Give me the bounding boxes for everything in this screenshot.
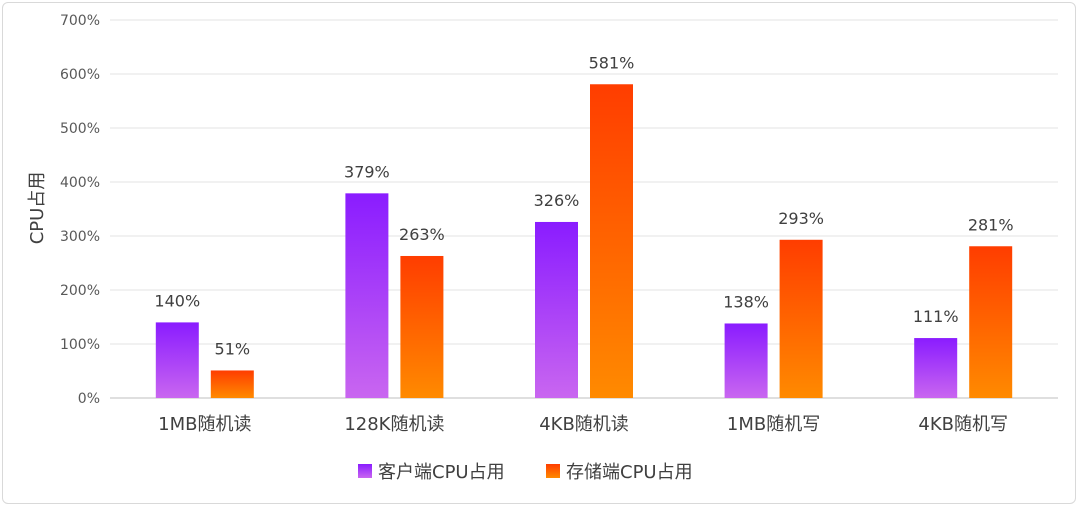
bar-client <box>724 323 768 398</box>
data-label: 293% <box>778 209 824 228</box>
y-axis-title: CPU占用 <box>27 172 48 245</box>
y-tick-label: 500% <box>60 121 100 137</box>
data-labels: 140% 51% 379% 263% 326% 581% 138% 293% 111% 281% <box>154 53 1013 358</box>
data-label: 581% <box>589 53 635 72</box>
x-category-label: 4KB随机读 <box>539 414 629 435</box>
legend-label-storage: 存储端CPU占用 <box>566 462 693 483</box>
y-tick-label: 700% <box>60 13 100 29</box>
bar-storage <box>969 246 1013 398</box>
legend-swatch-client <box>358 464 372 478</box>
data-label: 379% <box>344 162 390 181</box>
y-tick-label: 100% <box>60 337 100 353</box>
data-label: 51% <box>215 339 251 358</box>
data-label: 326% <box>534 191 580 210</box>
data-label: 140% <box>154 291 200 310</box>
x-category-label: 1MB随机读 <box>158 414 251 435</box>
bar-storage <box>400 255 444 398</box>
data-label: 138% <box>723 292 769 311</box>
x-category-label: 128K随机读 <box>344 414 444 435</box>
y-tick-label: 600% <box>60 67 100 83</box>
x-axis-categories: 1MB随机读 128K随机读 4KB随机读 1MB随机写 4KB随机写 <box>158 414 1008 435</box>
bar-storage <box>779 239 823 398</box>
bar-client <box>535 221 578 398</box>
x-category-label: 4KB随机写 <box>918 414 1008 435</box>
data-label: 111% <box>913 307 959 326</box>
legend-swatch-storage <box>546 464 560 478</box>
bar-client <box>155 322 199 398</box>
bar-storage <box>590 84 633 398</box>
y-tick-label: 400% <box>60 175 100 191</box>
y-tick-label: 0% <box>78 391 100 407</box>
y-axis-ticks: 0% 100% 200% 300% 400% 500% 600% 700% <box>60 13 100 407</box>
bar-client <box>914 338 958 398</box>
legend-label-client: 客户端CPU占用 <box>378 462 505 483</box>
bar-storage <box>210 370 254 398</box>
data-label: 263% <box>399 225 445 244</box>
bars <box>155 84 1013 398</box>
legend: 客户端CPU占用 存储端CPU占用 <box>358 462 693 483</box>
x-category-label: 1MB随机写 <box>727 414 820 435</box>
gridlines <box>110 19 1058 399</box>
bar-client <box>345 193 389 398</box>
data-label: 281% <box>968 215 1014 234</box>
y-tick-label: 200% <box>60 283 100 299</box>
y-tick-label: 300% <box>60 229 100 245</box>
